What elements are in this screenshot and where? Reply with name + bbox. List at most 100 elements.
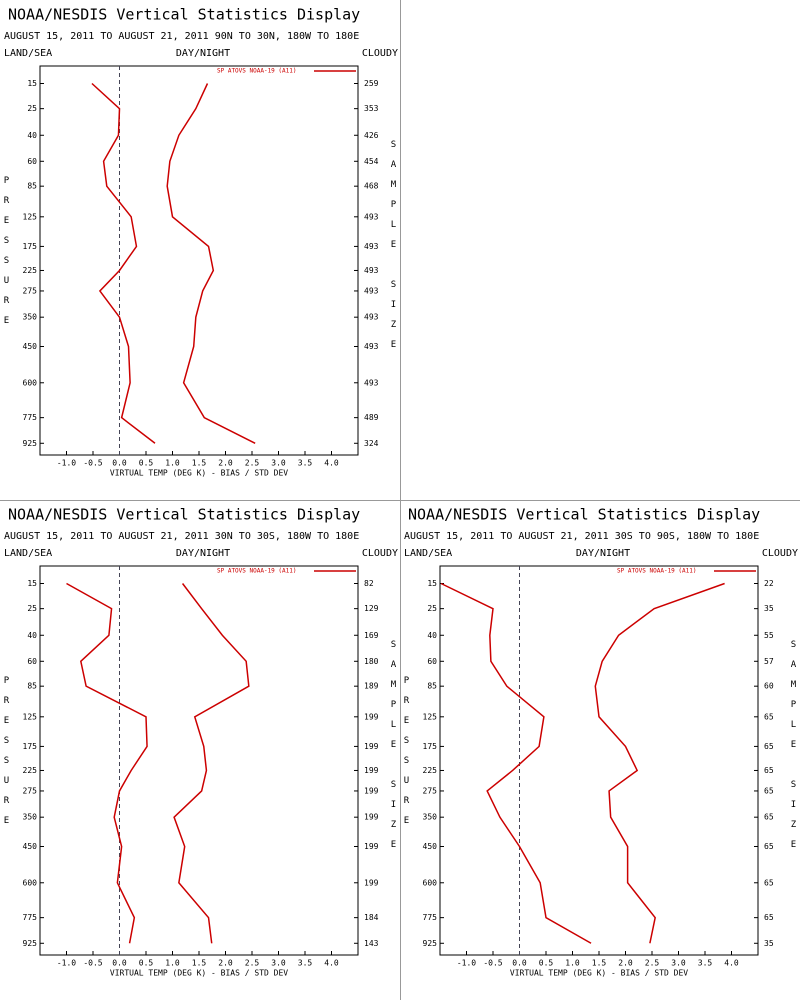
day-night-label: DAY/NIGHT <box>176 48 230 59</box>
x-tick-label: 2.0 <box>618 959 633 968</box>
day-night-label: DAY/NIGHT <box>176 548 230 559</box>
sample-size-label: 199 <box>364 742 379 751</box>
y-tick-label: 275 <box>23 786 38 795</box>
sample-size-label: 468 <box>364 182 379 191</box>
sample-size-label: 493 <box>364 266 379 275</box>
y-tick-label: 600 <box>23 378 38 387</box>
chart-title: NOAA/NESDIS Vertical Statistics Display <box>8 6 360 24</box>
y-tick-label: 225 <box>23 266 38 275</box>
y-tick-label: 15 <box>27 579 37 588</box>
sample-size-label: 65 <box>764 766 774 775</box>
y-tick-label: 15 <box>27 79 37 88</box>
std-dev-line <box>173 583 250 944</box>
sample-size-label: 65 <box>764 712 774 721</box>
x-tick-label: 3.0 <box>271 459 286 468</box>
x-tick-label: 3.5 <box>298 459 313 468</box>
legend-label: SP ATOVS NOAA-19 (A11) <box>217 68 296 75</box>
y-tick-label: 15 <box>427 579 437 588</box>
chart-subtitle: AUGUST 15, 2011 TO AUGUST 21, 2011 30N T… <box>4 531 359 542</box>
x-tick-label: 2.5 <box>245 959 260 968</box>
sample-size-label: 199 <box>364 712 379 721</box>
y-tick-label: 350 <box>23 813 38 822</box>
y-tick-label: 775 <box>423 913 438 922</box>
y-tick-label: 25 <box>27 104 37 113</box>
sample-size-label: 493 <box>364 378 379 387</box>
sample-size-label: 493 <box>364 342 379 351</box>
x-tick-label: 3.5 <box>698 959 713 968</box>
sample-size-label: 493 <box>364 242 379 251</box>
y-tick-label: 775 <box>23 413 38 422</box>
sample-size-label: 426 <box>364 131 379 140</box>
x-tick-label: -0.5 <box>83 459 102 468</box>
sample-size-label: 199 <box>364 766 379 775</box>
y-tick-label: 450 <box>423 842 438 851</box>
sample-size-label: 180 <box>364 657 379 666</box>
std-dev-line <box>594 582 725 944</box>
y-tick-label: 925 <box>23 939 38 948</box>
sample-size-label: 199 <box>364 878 379 887</box>
x-tick-label: 1.5 <box>192 459 207 468</box>
y-tick-label: 175 <box>23 242 38 251</box>
y-tick-label: 60 <box>27 157 37 166</box>
y-tick-label: 175 <box>23 742 38 751</box>
y-tick-label: 175 <box>423 742 438 751</box>
x-tick-label: 3.0 <box>671 959 686 968</box>
std-dev-line <box>166 83 256 444</box>
legend-label: SP ATOVS NOAA-19 (A11) <box>217 568 296 575</box>
sample-size-label: 143 <box>364 939 379 948</box>
sample-size-label: 65 <box>764 842 774 851</box>
land-sea-label: LAND/SEA <box>4 48 52 59</box>
sample-size-label: 35 <box>764 604 774 613</box>
y-tick-label: 40 <box>27 631 37 640</box>
sample-size-label: 493 <box>364 212 379 221</box>
y-tick-label: 60 <box>27 657 37 666</box>
x-tick-label: 0.0 <box>112 459 127 468</box>
y2-axis-label: SAMPLE SIZE <box>389 640 399 860</box>
sample-size-label: 189 <box>364 682 379 691</box>
x-tick-label: 4.0 <box>324 459 339 468</box>
y-tick-label: 125 <box>23 712 38 721</box>
bias-line <box>91 82 156 444</box>
y-axis-label: PRESSURE <box>2 676 12 836</box>
x-tick-label: 0.5 <box>539 959 554 968</box>
sample-size-label: 55 <box>764 631 774 640</box>
day-night-label: DAY/NIGHT <box>576 548 630 559</box>
sample-size-label: 65 <box>764 913 774 922</box>
sample-size-label: 353 <box>364 104 379 113</box>
sample-size-label: 60 <box>764 682 774 691</box>
sample-size-label: 129 <box>364 604 379 613</box>
sample-size-label: 65 <box>764 742 774 751</box>
y-tick-label: 60 <box>427 657 437 666</box>
y-tick-label: 350 <box>423 813 438 822</box>
x-tick-label: -1.0 <box>57 459 76 468</box>
x-tick-label: 3.5 <box>298 959 313 968</box>
y-tick-label: 125 <box>423 712 438 721</box>
chart-panel: NOAA/NESDIS Vertical Statistics Display A… <box>402 506 799 978</box>
y-tick-label: 25 <box>427 604 437 613</box>
y-tick-label: 275 <box>23 286 38 295</box>
x-tick-label: 2.5 <box>645 959 660 968</box>
y-tick-label: 350 <box>23 313 38 322</box>
y-tick-label: 450 <box>23 342 38 351</box>
bias-line <box>66 582 148 944</box>
y-tick-label: 25 <box>27 604 37 613</box>
sample-size-label: 259 <box>364 79 379 88</box>
y-tick-label: 925 <box>23 439 38 448</box>
x-axis-label: VIRTUAL TEMP (DEG K) - BIAS / STD DEV <box>110 469 288 478</box>
x-axis-label: VIRTUAL TEMP (DEG K) - BIAS / STD DEV <box>110 969 288 978</box>
chart-panel: NOAA/NESDIS Vertical Statistics Display A… <box>2 506 399 978</box>
sample-size-label: 199 <box>364 813 379 822</box>
bias-line <box>440 582 592 944</box>
x-tick-label: 0.5 <box>139 959 154 968</box>
y-tick-label: 925 <box>423 939 438 948</box>
x-tick-label: 1.0 <box>565 959 580 968</box>
x-tick-label: 0.0 <box>112 959 127 968</box>
sample-size-label: 489 <box>364 413 379 422</box>
x-tick-label: -0.5 <box>483 959 502 968</box>
y-tick-label: 225 <box>423 766 438 775</box>
sample-size-label: 65 <box>764 813 774 822</box>
sample-size-label: 493 <box>364 286 379 295</box>
x-tick-label: 4.0 <box>324 959 339 968</box>
land-sea-label: LAND/SEA <box>4 548 52 559</box>
